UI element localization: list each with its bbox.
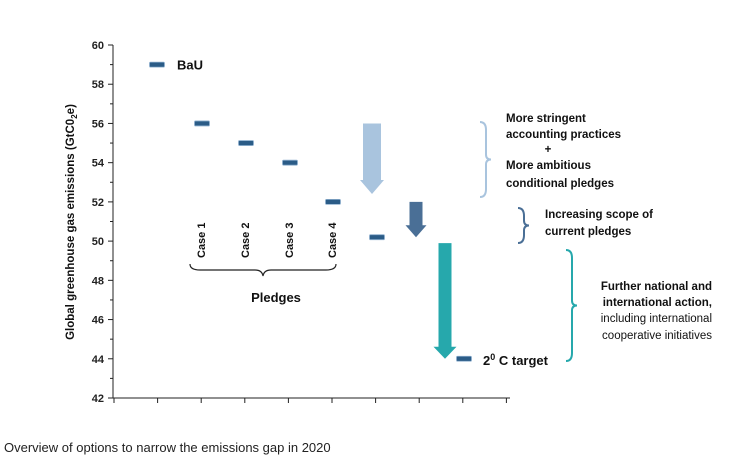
axis-layer <box>108 44 510 403</box>
case-label: Case 1 <box>196 223 208 258</box>
y-tick-label: 50 <box>92 236 104 248</box>
mark-layer <box>149 61 578 362</box>
pledges-brace <box>189 263 337 277</box>
annotation-text: including international <box>601 313 712 325</box>
annotation-text: cooperative initiatives <box>602 330 712 342</box>
pledges-label: Pledges <box>251 290 301 305</box>
data-marker <box>456 355 472 362</box>
y-tick-label: 46 <box>92 315 104 327</box>
annotation-brace <box>517 207 530 244</box>
chart: 42 44 46 48 50 52 54 56 58 60 Global greenhouse ga… <box>65 40 712 405</box>
annotation-text: current pledges <box>545 226 631 238</box>
y-tick-label: 42 <box>92 393 104 405</box>
reduction-arrow <box>360 123 384 195</box>
annotation-text: More stringent <box>506 113 586 125</box>
annotation-text: conditional pledges <box>506 178 614 190</box>
y-tick-label: 52 <box>92 197 104 209</box>
data-marker <box>194 120 210 127</box>
case-label: Case 4 <box>327 222 339 258</box>
target-label: 20 C target <box>483 352 549 368</box>
annotation-text: international action, <box>603 297 712 309</box>
reduction-arrow <box>433 243 457 359</box>
data-marker <box>282 159 298 166</box>
annotation-text: Further national and <box>601 281 712 293</box>
y-tick-label: 60 <box>92 40 104 52</box>
y-tick-label: 58 <box>92 79 104 91</box>
case-label: Case 3 <box>284 223 296 258</box>
annotation-text: accounting practices <box>506 129 621 141</box>
reduction-arrow <box>405 201 427 238</box>
data-marker <box>325 198 341 205</box>
y-tick-label: 56 <box>92 118 104 130</box>
y-tick-label: 44 <box>92 354 105 366</box>
annotation-text: More ambitious <box>506 160 591 172</box>
case-label: Case 2 <box>240 223 252 258</box>
figure-caption: Overview of options to narrow the emissi… <box>4 440 331 455</box>
data-marker <box>149 61 165 68</box>
annotation-brace <box>565 249 578 362</box>
annotation-brace <box>479 121 492 198</box>
data-marker <box>369 234 385 241</box>
annotation-text: + <box>545 144 552 156</box>
data-marker <box>238 140 254 146</box>
bau-label: BaU <box>177 58 203 73</box>
annotation-text: Increasing scope of <box>545 209 653 221</box>
y-axis-label: Global greenhouse gas emissions (GtC02e) <box>65 104 79 340</box>
label-layer: 42 44 46 48 50 52 54 56 58 60 Global greenhouse ga… <box>65 40 712 405</box>
y-tick-label: 54 <box>92 158 105 170</box>
y-tick-label: 48 <box>92 275 104 287</box>
